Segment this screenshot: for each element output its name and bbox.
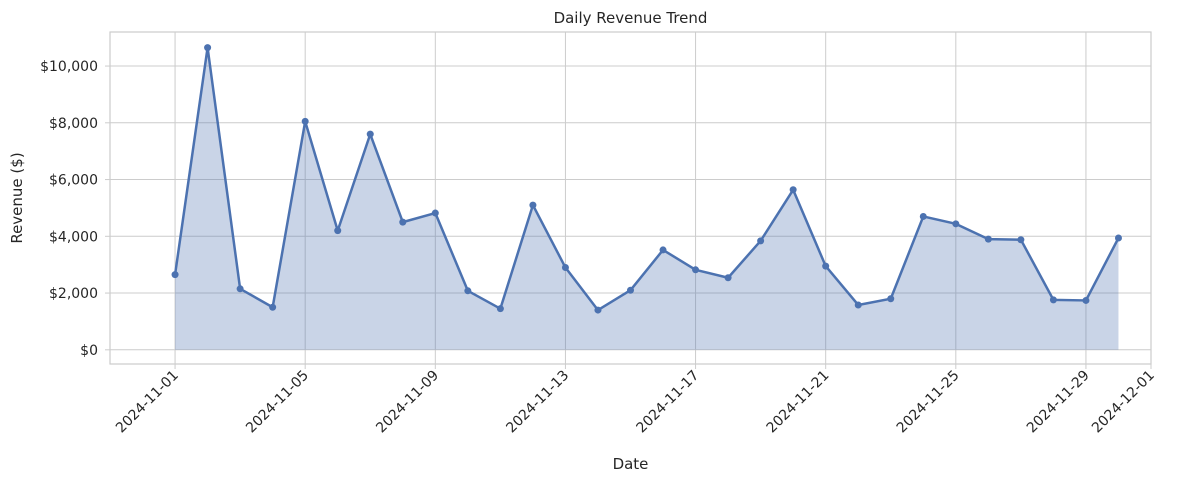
y-tick-labels: $0 $2,000 $4,000 $6,000 $8,000 $10,000	[40, 59, 110, 359]
data-point	[399, 218, 407, 226]
x-tick-label: 2024-11-13	[503, 368, 572, 437]
data-point	[464, 287, 472, 295]
data-point	[561, 264, 569, 272]
data-point	[984, 235, 992, 243]
data-point	[1114, 234, 1122, 242]
x-tick-labels: 2024-11-01 2024-11-05 2024-11-09 2024-11-13…	[113, 364, 1158, 436]
data-point	[366, 130, 374, 138]
grid-layer	[110, 32, 1152, 364]
line-layer	[173, 46, 1120, 312]
data-point	[692, 266, 700, 274]
point-layer	[171, 44, 1122, 314]
x-tick-label: 2024-11-21	[764, 368, 833, 437]
data-point	[236, 285, 244, 293]
data-point	[1082, 296, 1090, 304]
area-layer	[175, 47, 1119, 350]
y-tick-label: $4,000	[49, 229, 98, 245]
data-point	[1049, 296, 1057, 304]
data-point	[822, 262, 830, 270]
data-point	[301, 117, 309, 125]
revenue-line	[173, 46, 1120, 312]
x-tick-label: 2024-11-17	[634, 368, 703, 437]
x-tick-label: 2024-11-09	[373, 368, 442, 437]
data-point	[952, 220, 960, 228]
y-tick-label: $10,000	[40, 59, 98, 75]
data-point	[171, 271, 179, 279]
data-point	[854, 301, 862, 309]
data-point	[627, 286, 634, 294]
x-tick-label: 2024-12-01	[1089, 368, 1158, 437]
data-point	[529, 201, 537, 209]
x-tick-label: 2024-11-25	[894, 368, 963, 437]
x-tick-label: 2024-11-29	[1024, 368, 1093, 437]
revenue-area	[175, 47, 1119, 350]
y-tick-label: $6,000	[49, 173, 98, 189]
data-point	[757, 237, 765, 245]
data-point	[269, 303, 277, 311]
data-point	[659, 246, 667, 254]
y-tick-label: $2,000	[49, 286, 98, 302]
data-point	[887, 295, 895, 303]
plot-frame	[109, 31, 1152, 365]
data-point	[594, 306, 602, 314]
data-point	[496, 305, 504, 313]
data-point	[204, 44, 212, 52]
data-point	[724, 274, 732, 282]
x-tick-label: 2024-11-05	[243, 368, 312, 437]
data-point	[431, 209, 439, 217]
chart-title: Daily Revenue Trend	[554, 9, 708, 27]
y-tick-label: $8,000	[49, 116, 98, 132]
x-axis-label: Date	[613, 455, 649, 473]
data-point	[919, 212, 927, 220]
x-tick-label: 2024-11-01	[113, 368, 182, 437]
data-point	[789, 186, 797, 194]
y-axis-label: Revenue ($)	[8, 152, 26, 243]
data-point	[1017, 236, 1025, 244]
y-tick-label: $0	[80, 343, 98, 359]
data-point	[334, 227, 342, 235]
